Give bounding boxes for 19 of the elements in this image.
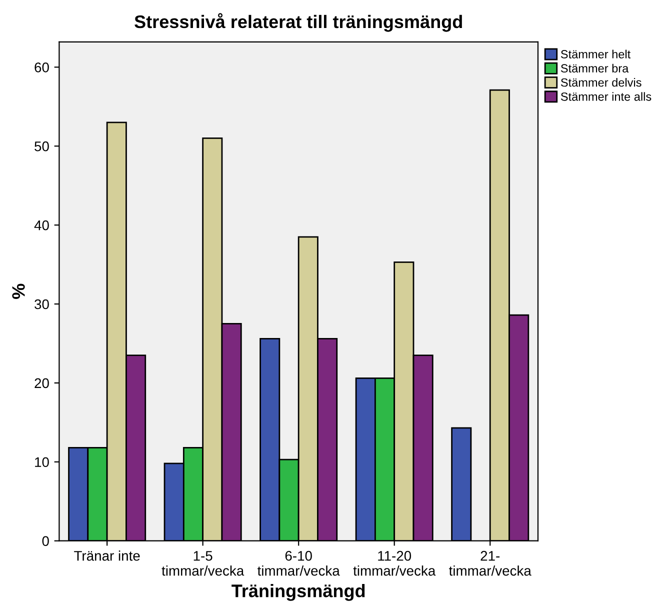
x-tick-label: 21- timmar/vecka (449, 550, 532, 576)
y-tick-label: 60 (34, 62, 49, 72)
legend-label: Stämmer delvis (560, 78, 642, 87)
x-axis-title: Träningsmängd (232, 584, 365, 601)
y-tick-label: 10 (35, 457, 49, 468)
y-tick-label: 50 (34, 141, 49, 152)
y-tick-label: 20 (34, 378, 49, 388)
x-tick-label: Tränar inte (74, 550, 140, 561)
legend-label: Stämmer bra (560, 64, 629, 73)
legend-label: Stämmer helt (560, 50, 631, 58)
x-tick-label: 1-5 timmar/vecka (162, 551, 244, 576)
x-tick-label: 6-10 timmar/vecka (258, 550, 340, 576)
chart-title: Stressnivå relaterat till träningsmängd (134, 13, 462, 32)
y-tick-label: 0 (42, 536, 49, 546)
y-tick-label: 40 (34, 220, 49, 230)
y-tick-label: 30 (34, 299, 49, 310)
y-axis-title: % (12, 284, 25, 299)
x-tick-label: 11-20 timmar/vecka (353, 550, 436, 576)
legend-label: Stämmer inte alls (560, 92, 652, 101)
